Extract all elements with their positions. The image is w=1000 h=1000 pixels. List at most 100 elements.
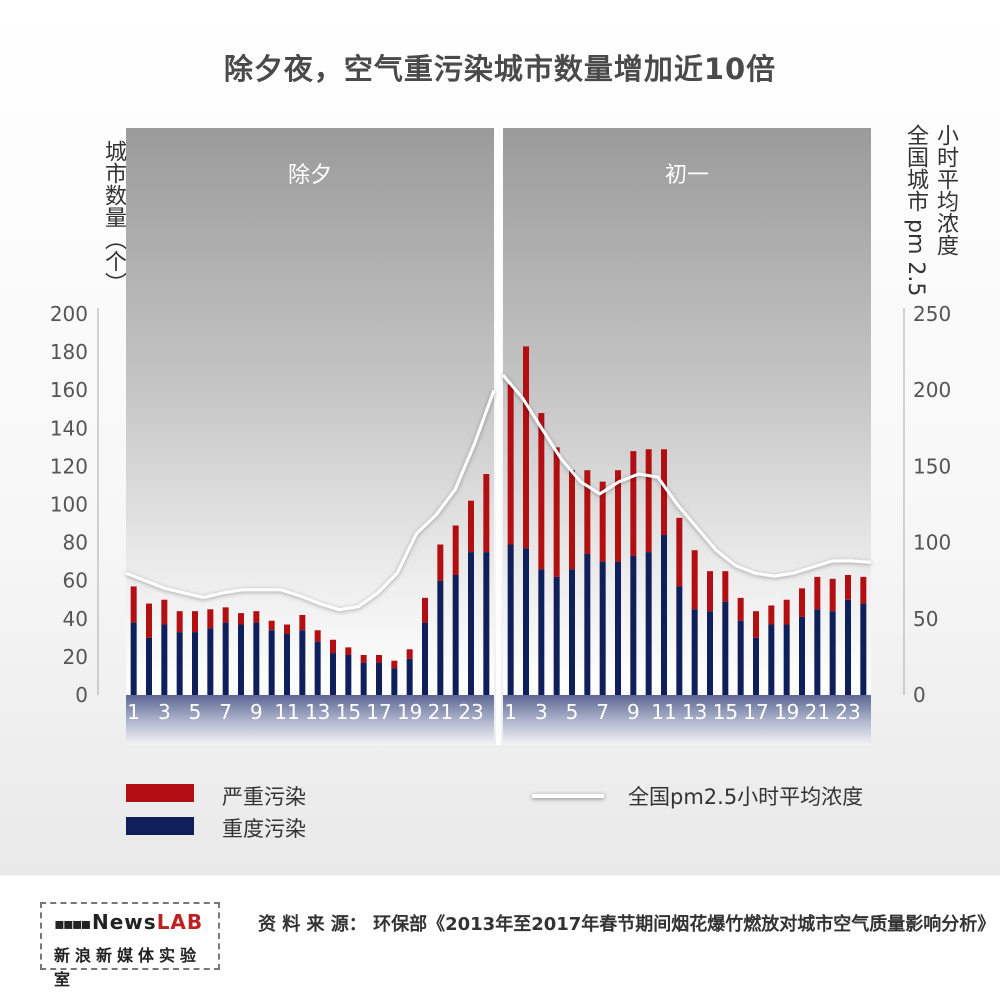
bar-heavy xyxy=(799,616,805,695)
x-tick-label: 1 xyxy=(504,700,517,724)
bar-heavy xyxy=(452,574,459,695)
page-title: 除夕夜，空气重污染城市数量增加近10倍 xyxy=(223,52,777,86)
bar-heavy xyxy=(360,662,367,695)
bar-heavy xyxy=(753,637,759,695)
bar-heavy xyxy=(569,569,575,695)
bar-severe xyxy=(483,474,490,553)
left-tick-label: 160 xyxy=(50,378,88,402)
bar-heavy xyxy=(538,569,545,695)
bar-severe xyxy=(376,654,382,663)
bar-severe xyxy=(768,605,775,625)
source-note: 资 料 来 源： 环保部《2013年至2017年春节期间烟花爆竹燃放对城市空气质… xyxy=(258,910,995,936)
x-tick-label: 3 xyxy=(158,700,171,724)
bar-severe xyxy=(284,624,290,635)
bar-heavy xyxy=(507,544,514,695)
bar-heavy xyxy=(829,611,836,695)
bar-severe xyxy=(437,544,444,581)
bar-heavy xyxy=(222,622,229,695)
bar-severe xyxy=(538,413,545,570)
left-tick-label: 40 xyxy=(63,607,88,631)
bar-heavy xyxy=(345,654,352,695)
bar-heavy xyxy=(437,580,444,695)
bar-severe xyxy=(799,588,805,617)
bar-heavy xyxy=(192,632,198,695)
x-tick-label: 1 xyxy=(127,700,140,724)
bar-severe xyxy=(192,611,198,633)
x-tick-label: 3 xyxy=(535,700,548,724)
bar-severe xyxy=(599,481,606,562)
bar-severe xyxy=(468,500,474,553)
bar-severe xyxy=(360,654,367,663)
bar-severe xyxy=(783,599,790,625)
segment-label-1: 除夕 xyxy=(288,163,332,188)
bar-severe xyxy=(645,449,652,553)
x-tick-label: 5 xyxy=(189,700,202,724)
left-tick-label: 100 xyxy=(50,493,88,517)
legend-severe-label: 严重污染 xyxy=(222,785,306,809)
bar-heavy xyxy=(299,630,306,695)
x-tick-label: 21 xyxy=(428,700,453,724)
bar-heavy xyxy=(615,561,621,695)
x-tick-label: 13 xyxy=(682,700,707,724)
bar-severe xyxy=(130,586,137,623)
left-tick-label: 60 xyxy=(63,569,88,593)
left-tick-label: 120 xyxy=(50,454,88,478)
right-axis-label-line1: 小时平均浓度 xyxy=(933,124,958,256)
bar-heavy xyxy=(238,624,244,695)
bar-severe xyxy=(176,611,183,633)
bar-severe xyxy=(507,384,514,545)
source-text: 环保部《2013年至2017年春节期间烟花爆竹燃放对城市空气质量影响分析》 xyxy=(373,914,996,935)
bar-heavy xyxy=(691,609,698,695)
bar-heavy xyxy=(284,634,290,695)
bar-severe xyxy=(222,607,229,623)
panel-2 xyxy=(503,128,871,695)
bar-severe xyxy=(146,603,152,638)
left-tick-label: 0 xyxy=(75,683,88,707)
bar-severe xyxy=(630,451,637,556)
bar-heavy xyxy=(161,624,168,695)
bar-severe xyxy=(569,470,575,570)
bar-heavy xyxy=(253,622,260,695)
bar-severe xyxy=(207,609,214,629)
bar-severe xyxy=(829,578,836,612)
bar-heavy xyxy=(130,622,137,695)
bar-severe xyxy=(330,639,336,654)
bar-severe xyxy=(523,346,529,549)
bar-heavy xyxy=(676,586,683,695)
source-label: 资 料 来 源： xyxy=(258,914,367,935)
right-tick-label: 200 xyxy=(913,378,951,402)
bar-heavy xyxy=(523,548,529,695)
bar-severe xyxy=(268,620,275,631)
right-axis-label: 小时平均浓度 全国城市 pm 2.5 xyxy=(890,124,960,296)
left-tick-label: 140 xyxy=(50,416,88,440)
bar-heavy xyxy=(860,603,867,695)
bar-severe xyxy=(452,525,459,575)
x-tick-label: 11 xyxy=(274,700,299,724)
left-tick-label: 200 xyxy=(50,302,88,326)
left-tick-label: 180 xyxy=(50,340,88,364)
x-tick-label: 19 xyxy=(397,700,422,724)
right-tick-label: 100 xyxy=(913,531,951,555)
bar-severe xyxy=(860,576,867,604)
bar-heavy xyxy=(468,552,474,695)
legend-line-swatch xyxy=(532,794,604,798)
bar-heavy xyxy=(391,668,398,695)
right-tick-label: 0 xyxy=(913,683,926,707)
x-tick-label: 23 xyxy=(835,700,860,724)
bar-severe xyxy=(406,649,413,659)
right-tick-label: 250 xyxy=(913,302,951,326)
bar-heavy xyxy=(737,620,744,695)
legend-severe-swatch xyxy=(126,784,194,802)
legend-line-label: 全国pm2.5小时平均浓度 xyxy=(628,785,864,809)
x-tick-label: 5 xyxy=(566,700,579,724)
bar-severe xyxy=(584,470,591,555)
pm25-line-2 xyxy=(501,374,872,578)
bar-severe xyxy=(314,630,321,642)
x-tick-label: 11 xyxy=(651,700,676,724)
bar-heavy xyxy=(483,552,490,695)
bar-severe xyxy=(753,611,759,638)
right-tick-label: 50 xyxy=(913,607,938,631)
x-tick-label: 19 xyxy=(774,700,799,724)
tick-strip-2 xyxy=(503,695,871,745)
